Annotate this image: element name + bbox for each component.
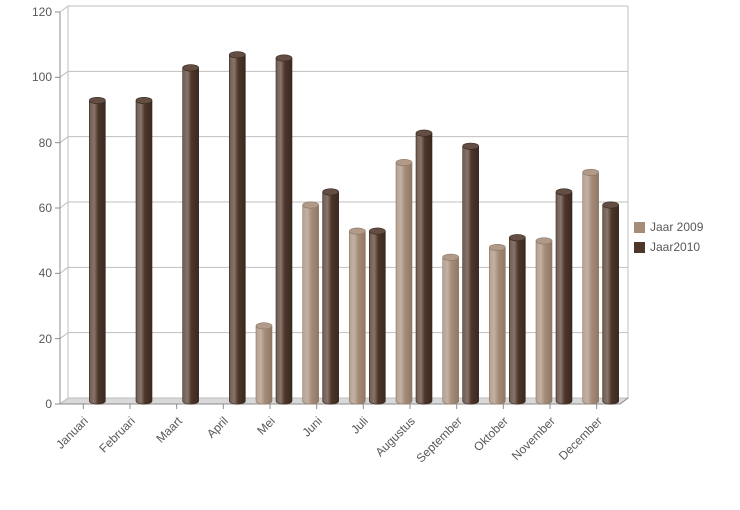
- bar: [276, 58, 292, 404]
- y-tick-label: 60: [2, 201, 52, 215]
- bar: [489, 247, 505, 404]
- y-tick-label: 80: [2, 136, 52, 150]
- y-tick-label: 120: [2, 5, 52, 19]
- bar: [136, 100, 152, 404]
- y-tick-label: 40: [2, 266, 52, 280]
- legend-label: Jaar2010: [650, 240, 700, 254]
- bar: [349, 231, 365, 404]
- y-tick-label: 100: [2, 70, 52, 84]
- bar: [229, 55, 245, 404]
- bar-chart: 0 20 40 60 80 100 120 JanuariFebruariMaartApri…: [0, 0, 740, 505]
- bar: [369, 231, 385, 404]
- legend-swatch: [634, 242, 645, 253]
- x-axis: JanuariFebruariMaartAprilMeiJuniJuliAugu…: [0, 414, 740, 504]
- y-axis: 020406080100120: [0, 0, 52, 404]
- bar: [183, 68, 199, 404]
- bar: [556, 192, 572, 404]
- bar: [89, 100, 105, 404]
- y-tick-label: 20: [2, 332, 52, 346]
- bar: [396, 163, 412, 405]
- bar: [416, 133, 432, 404]
- y-tick-label: 0: [2, 397, 52, 411]
- bar: [583, 172, 599, 404]
- bar: [256, 326, 272, 404]
- bar: [603, 205, 619, 404]
- bar: [463, 146, 479, 404]
- legend-item: Jaar2010: [634, 240, 703, 254]
- legend-item: Jaar 2009: [634, 220, 703, 234]
- bar: [303, 205, 319, 404]
- bar: [323, 192, 339, 404]
- legend-swatch: [634, 222, 645, 233]
- bar: [443, 257, 459, 404]
- legend-label: Jaar 2009: [650, 220, 703, 234]
- bar: [509, 238, 525, 405]
- bar: [536, 241, 552, 404]
- legend: Jaar 2009 Jaar2010: [634, 220, 703, 260]
